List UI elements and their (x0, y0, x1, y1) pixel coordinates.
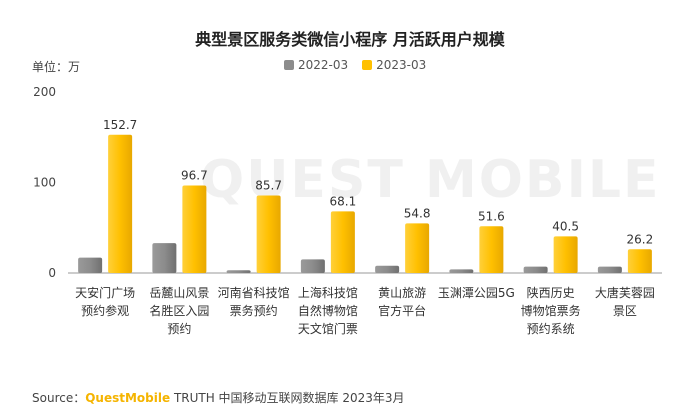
x-tick-label: 预约 (167, 321, 191, 336)
legend-item-2022: 2022-03 (284, 58, 348, 72)
x-tick-label: 天安门广场 (75, 285, 135, 300)
bar-2022-03 (523, 266, 548, 273)
data-label: 152.7 (103, 118, 137, 132)
bar-2023-03 (330, 211, 355, 273)
y-tick-label: 100 (33, 176, 56, 190)
source-line: Source：QuestMobile TRUTH 中国移动互联网数据库 2023… (32, 389, 405, 406)
x-tick-label: 河南省科技馆 (218, 285, 290, 300)
bar-2023-03 (553, 236, 578, 273)
legend-label-2023: 2023-03 (376, 58, 427, 72)
y-tick-label: 0 (48, 266, 56, 280)
data-label: 96.7 (181, 168, 208, 182)
data-label: 40.5 (552, 219, 579, 233)
legend-label-2022: 2022-03 (298, 58, 349, 72)
source-rest: TRUTH 中国移动互联网数据库 2023年3月 (170, 391, 405, 405)
x-tick-label: 景区 (613, 304, 637, 318)
bar-2022-03 (300, 259, 325, 273)
data-label: 68.1 (330, 194, 357, 208)
x-tick-label: 博物馆票务 (521, 303, 581, 318)
x-tick-label: 黄山旅游 (378, 286, 426, 300)
data-label: 85.7 (255, 178, 282, 192)
bar-2023-03 (627, 249, 652, 273)
bar-2022-03 (78, 257, 103, 273)
bar-2022-03 (597, 266, 622, 273)
x-tick-label: 天文馆门票 (298, 321, 358, 336)
unit-label: 单位：万 (32, 60, 81, 74)
source-brand: QuestMobile (85, 391, 171, 405)
chart-title: 典型景区服务类微信小程序 月活跃用户规模 (195, 30, 505, 49)
data-label: 26.2 (627, 232, 654, 246)
legend-item-2023: 2023-03 (362, 58, 426, 72)
x-tick-label: 官方平台 (378, 303, 426, 318)
legend-swatch-2023 (362, 60, 373, 70)
x-tick-label: 预约系统 (527, 321, 575, 336)
x-tick-label: 预约参观 (81, 303, 129, 318)
bar-2023-03 (256, 195, 281, 273)
legend-swatch-2022 (284, 60, 294, 70)
bar-2023-03 (479, 226, 504, 273)
x-tick-label: 陕西历史 (527, 285, 575, 300)
data-label: 54.8 (404, 206, 431, 220)
x-tick-label: 岳麓山风景 (149, 286, 209, 300)
x-tick-label: 大唐芙蓉园 (595, 285, 655, 300)
bar-2022-03 (152, 243, 177, 273)
x-tick-label: 玉渊潭公园5G (438, 286, 515, 300)
bar-2023-03 (405, 223, 430, 273)
x-tick-label: 自然博物馆 (298, 303, 358, 318)
bar-2023-03 (108, 134, 133, 273)
x-tick-label: 上海科技馆 (298, 285, 358, 300)
y-tick-label: 200 (33, 85, 56, 99)
legend: 2022-03 2023-03 (284, 58, 426, 72)
bar-2023-03 (182, 185, 207, 273)
data-label: 51.6 (478, 209, 505, 223)
bar-2022-03 (449, 269, 474, 273)
source-prefix: Source： (32, 391, 86, 405)
x-tick-label: 票务预约 (230, 303, 278, 318)
bar-2022-03 (226, 270, 251, 273)
bar-2022-03 (375, 265, 400, 273)
x-tick-label: 名胜区入园 (149, 303, 209, 318)
